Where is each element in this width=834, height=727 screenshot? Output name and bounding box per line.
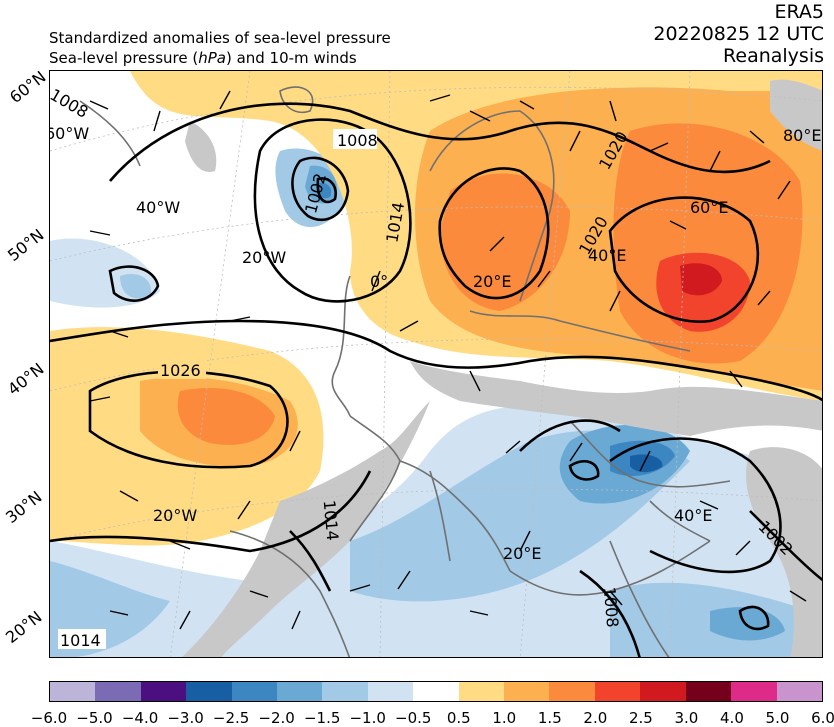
colorbar-tick-label: 1.5 bbox=[537, 709, 562, 727]
lon-label-20e-south: 20°E bbox=[503, 544, 541, 563]
colorbar-tick-label: 1.0 bbox=[492, 709, 517, 727]
colorbar-tick-label: −3.0 bbox=[167, 709, 204, 727]
lon-label-40w: 40°W bbox=[136, 198, 180, 217]
map-canvas: 1008 1008 1002 1014 1020 1020 1026 1014 … bbox=[50, 71, 822, 657]
colorbar-segment bbox=[277, 682, 323, 701]
colorbar-tick-label: 4.0 bbox=[720, 709, 744, 727]
colorbar-tick-label: 0.5 bbox=[446, 709, 471, 727]
isobar-low-atlantic-inner bbox=[291, 156, 350, 222]
colorbar-segment bbox=[594, 682, 641, 701]
colorbar-segment bbox=[458, 682, 505, 701]
land-mask-2 bbox=[182, 401, 430, 657]
anomaly-field-neg-11 bbox=[317, 182, 332, 199]
dataset-name: ERA5 bbox=[774, 1, 824, 23]
isobar-1008-bottom bbox=[579, 569, 641, 657]
lat-label-30n: 30°N bbox=[2, 487, 46, 527]
lon-label-20w-south: 20°W bbox=[153, 506, 197, 525]
land-mask-1 bbox=[410, 361, 822, 436]
colorbar bbox=[49, 681, 823, 702]
dataset-info: ERA5 20220825 12 UTC Reanalysis bbox=[653, 1, 824, 67]
isobar-high-russia bbox=[608, 196, 760, 323]
colorbar-tick-label: 2.0 bbox=[583, 709, 608, 727]
colorbar-segment bbox=[140, 682, 187, 701]
anomaly-field-neg-5 bbox=[630, 454, 663, 473]
colorbar-tick-label: −2.5 bbox=[212, 709, 250, 727]
lon-label-20e: 20°E bbox=[473, 272, 511, 291]
colorbar-tick-label: −0.5 bbox=[395, 709, 432, 727]
lat-label-40n: 40°N bbox=[4, 359, 48, 399]
colorbar-tick-label: 2.5 bbox=[628, 709, 653, 727]
valid-time: 20220825 12 UTC bbox=[653, 23, 824, 45]
contour-label-1008-c: 1008 bbox=[600, 586, 622, 628]
lat-label-20n: 20°N bbox=[2, 607, 46, 647]
isobar-1014-sw bbox=[289, 530, 332, 592]
lon-label-40e-south: 40°E bbox=[674, 506, 712, 525]
lat-label-50n: 50°N bbox=[4, 225, 48, 265]
isobar-low-se-small bbox=[738, 605, 770, 631]
isobar-1002-se bbox=[749, 510, 822, 582]
isobar-high-scandinavia bbox=[438, 167, 550, 300]
map-title: Standardized anomalies of sea-level pres… bbox=[49, 28, 391, 68]
anomaly-field-pos-9 bbox=[680, 263, 722, 296]
colorbar-segment bbox=[549, 682, 595, 701]
colorbar-tick-label: −5.0 bbox=[76, 709, 113, 727]
colorbar-tick-label: −1.5 bbox=[303, 709, 341, 727]
colorbar-segment bbox=[367, 682, 414, 701]
product-type: Reanalysis bbox=[723, 45, 824, 67]
anomaly-map: 1008 1008 1002 1014 1020 1020 1026 1014 … bbox=[49, 70, 823, 658]
land-mask-4 bbox=[185, 121, 217, 172]
isobar-1014-south bbox=[50, 470, 372, 553]
lon-label-20w: 20°W bbox=[242, 248, 286, 267]
colorbar-segment bbox=[504, 682, 550, 701]
contour-label-1014-b: 1014 bbox=[60, 631, 101, 650]
colorbar-tick-label: 3.0 bbox=[674, 709, 699, 727]
colorbar-segment bbox=[231, 682, 278, 701]
isobars bbox=[50, 102, 822, 657]
lon-label-0: 0° bbox=[370, 272, 388, 291]
colorbar-segment bbox=[776, 682, 822, 701]
colorbar-segment bbox=[186, 682, 232, 701]
lon-label-80e: 80°E bbox=[783, 126, 821, 145]
colorbar-segment bbox=[413, 682, 459, 701]
contour-label-1008-a: 1008 bbox=[337, 131, 378, 150]
title-line-1: Standardized anomalies of sea-level pres… bbox=[49, 29, 391, 47]
colorbar-tick-label: −4.0 bbox=[121, 709, 159, 727]
colorbar-tick-label: −2.0 bbox=[258, 709, 295, 727]
isobar-west-low bbox=[108, 265, 160, 302]
isobar-1008-east bbox=[609, 437, 782, 574]
colorbar-segment bbox=[640, 682, 686, 701]
colorbar-segment bbox=[50, 682, 96, 701]
lon-label-60w: 60°W bbox=[50, 124, 89, 143]
isobar-1020-south bbox=[50, 319, 822, 402]
isobar-1002-med bbox=[568, 460, 600, 481]
contour-label-1026: 1026 bbox=[160, 361, 201, 380]
colorbar-tick-label: 6.0 bbox=[811, 709, 834, 727]
land-mask-3 bbox=[746, 447, 822, 657]
isobar-1020-north bbox=[109, 102, 771, 182]
colorbar-segment bbox=[95, 682, 141, 701]
colorbar-tick-label: −1.0 bbox=[349, 709, 386, 727]
lat-label-60n: 60°N bbox=[6, 67, 50, 107]
lon-label-60e: 60°E bbox=[690, 198, 728, 217]
wind-barbs bbox=[89, 90, 807, 630]
anomaly-field-neg-13 bbox=[120, 273, 151, 299]
contour-label-1014-c: 1014 bbox=[320, 499, 342, 541]
colorbar-segment bbox=[731, 682, 777, 701]
title-line-2: Sea-level pressure (hPa) and 10-m winds bbox=[49, 49, 357, 67]
colorbar-segment bbox=[322, 682, 368, 701]
colorbar-segment bbox=[685, 682, 732, 701]
colorbar-tick-label: −6.0 bbox=[30, 709, 68, 727]
lon-label-40e: 40°E bbox=[588, 246, 626, 265]
colorbar-tick-label: 5.0 bbox=[765, 709, 790, 727]
anomaly-field-pos-7 bbox=[177, 388, 275, 445]
isobar-low-atlantic-core bbox=[316, 177, 337, 204]
isobar-1008-med bbox=[519, 419, 621, 452]
isobar-low-atlantic-outer bbox=[253, 118, 412, 303]
land-mask-5 bbox=[770, 79, 822, 151]
